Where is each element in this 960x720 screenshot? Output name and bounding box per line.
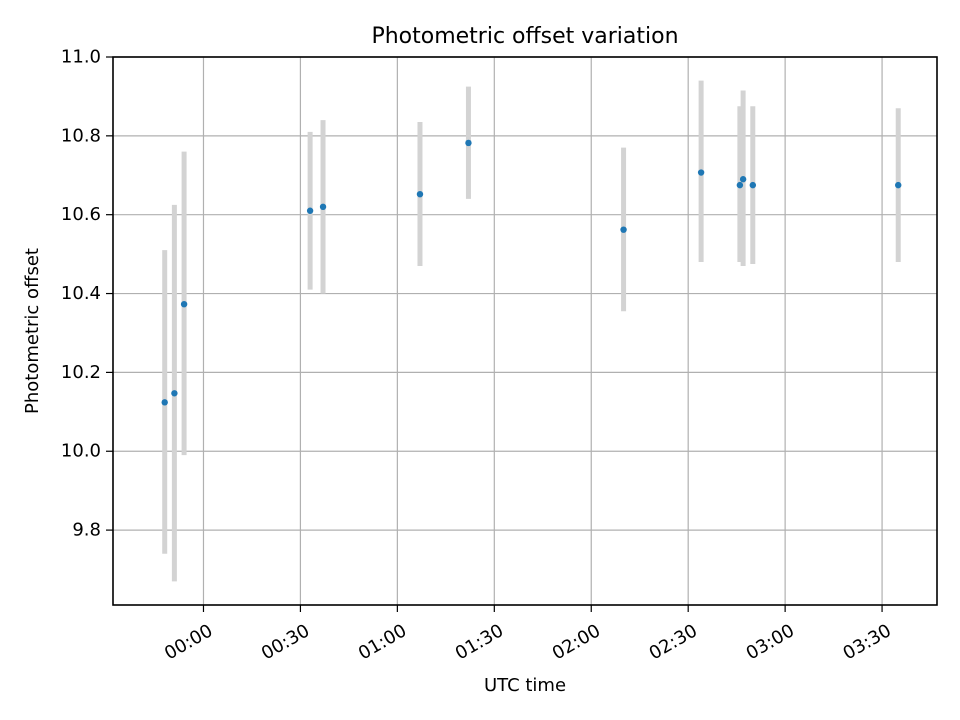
grid-layer — [113, 56, 937, 605]
data-point — [416, 190, 424, 198]
y-tick-label: 10.6 — [61, 204, 101, 225]
data-point — [319, 203, 327, 211]
data-point — [306, 207, 314, 214]
data-point — [736, 181, 744, 189]
x-tick-label: 02:00 — [549, 620, 604, 664]
y-tick-label: 10.4 — [61, 283, 101, 304]
data-point — [171, 390, 178, 397]
data-point — [465, 139, 472, 147]
y-tick-label: 10.8 — [61, 125, 101, 146]
data-point — [620, 226, 627, 233]
x-axis-label: UTC time — [484, 675, 566, 696]
y-tick-label: 9.8 — [72, 520, 101, 541]
plot-frame — [112, 56, 938, 606]
y-axis-label: Photometric offset — [22, 248, 43, 414]
data-point — [739, 176, 747, 183]
data-point — [697, 169, 705, 176]
data-point — [749, 181, 757, 189]
x-tick-label: 00:30 — [258, 620, 313, 664]
errorbar-layer — [162, 80, 901, 582]
data-point — [161, 399, 168, 406]
x-tick-label: 02:30 — [646, 620, 701, 664]
y-tick-label: 10.2 — [61, 362, 101, 383]
x-tick-label: 03:30 — [840, 620, 895, 664]
x-tick-label: 01:00 — [355, 620, 410, 664]
point-layer — [161, 139, 902, 406]
y-tick-label: 10.0 — [61, 441, 101, 462]
y-tick-label: 11.0 — [61, 47, 101, 68]
data-point — [180, 300, 188, 308]
data-point — [895, 181, 902, 189]
tick-layer — [106, 56, 883, 612]
x-tick-label: 01:30 — [452, 620, 507, 664]
x-tick-label: 00:00 — [161, 620, 216, 664]
x-tick-label: 03:00 — [743, 620, 798, 664]
chart-title: Photometric offset variation — [371, 24, 678, 49]
